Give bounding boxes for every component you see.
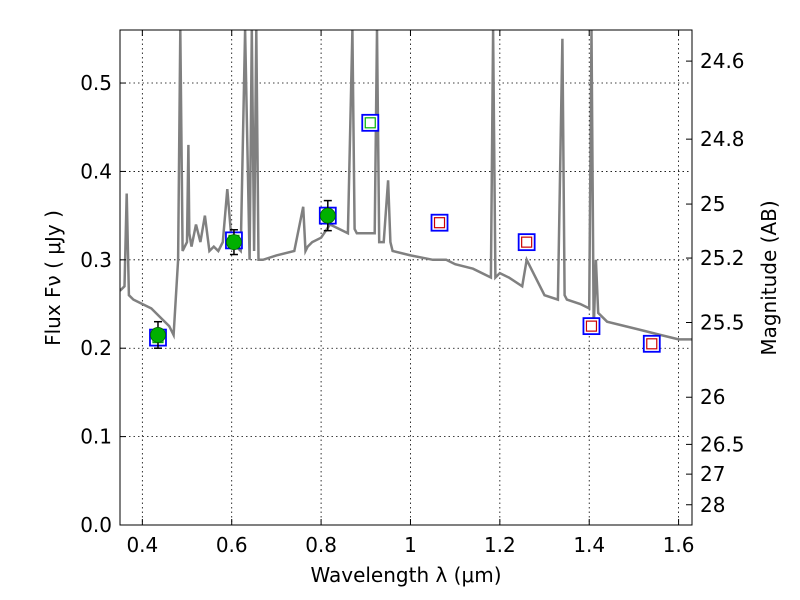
spectrum-line xyxy=(120,30,692,341)
y-tick-label: 0.0 xyxy=(80,513,112,537)
model-point-green-inner xyxy=(364,117,376,129)
x-tick-label: 1 xyxy=(404,533,417,557)
mag-tick-label: 26 xyxy=(700,385,725,409)
mag-tick-label: 24.6 xyxy=(700,49,745,73)
x-tick-label: 0.8 xyxy=(305,533,337,557)
x-tick-label: 1.4 xyxy=(573,533,605,557)
x-tick-label: 1.6 xyxy=(663,533,695,557)
mag-tick-label: 24.8 xyxy=(700,127,745,151)
x-tick-label: 1.2 xyxy=(484,533,516,557)
plot-frame xyxy=(119,29,693,526)
observed-point xyxy=(319,207,336,224)
y2-axis-title: Magnitude (AB) xyxy=(757,200,781,355)
y-tick-label: 0.1 xyxy=(80,425,112,449)
ticks-layer xyxy=(120,30,692,526)
spectrum-layer xyxy=(120,30,692,341)
x-tick-label: 0.4 xyxy=(126,533,158,557)
observed-point xyxy=(150,327,166,343)
mag-tick-label: 25.5 xyxy=(700,311,745,335)
y-axis-title: Flux Fν ( μJy ) xyxy=(41,210,65,346)
mag-tick-label: 27 xyxy=(700,462,725,486)
model-point-red-inner xyxy=(433,217,446,229)
y-tick-label: 0.2 xyxy=(80,336,112,360)
markers-layer xyxy=(149,113,661,353)
mag-tick-label: 28 xyxy=(700,493,725,517)
model-point-red-inner xyxy=(585,320,598,332)
y-tick-label: 0.5 xyxy=(80,71,112,95)
mag-tick-label: 25 xyxy=(700,192,725,216)
labels-layer: 0.4 0.6 0.8 1 1.2 1.4 1.6 0.0 0.1 0.2 0.3 0.4 0.5 24.… xyxy=(80,49,744,557)
mag-tick-label: 25.2 xyxy=(700,246,745,270)
grid xyxy=(120,30,692,526)
x-tick-label: 0.6 xyxy=(216,533,248,557)
model-point-red-inner xyxy=(521,236,533,248)
observed-point xyxy=(226,234,242,251)
y-tick-label: 0.4 xyxy=(80,159,112,183)
mag-tick-label: 26.5 xyxy=(700,432,745,456)
model-point-red-inner xyxy=(646,338,658,350)
y-tick-label: 0.3 xyxy=(80,248,112,272)
x-axis-title: Wavelength λ (μm) xyxy=(310,563,501,587)
